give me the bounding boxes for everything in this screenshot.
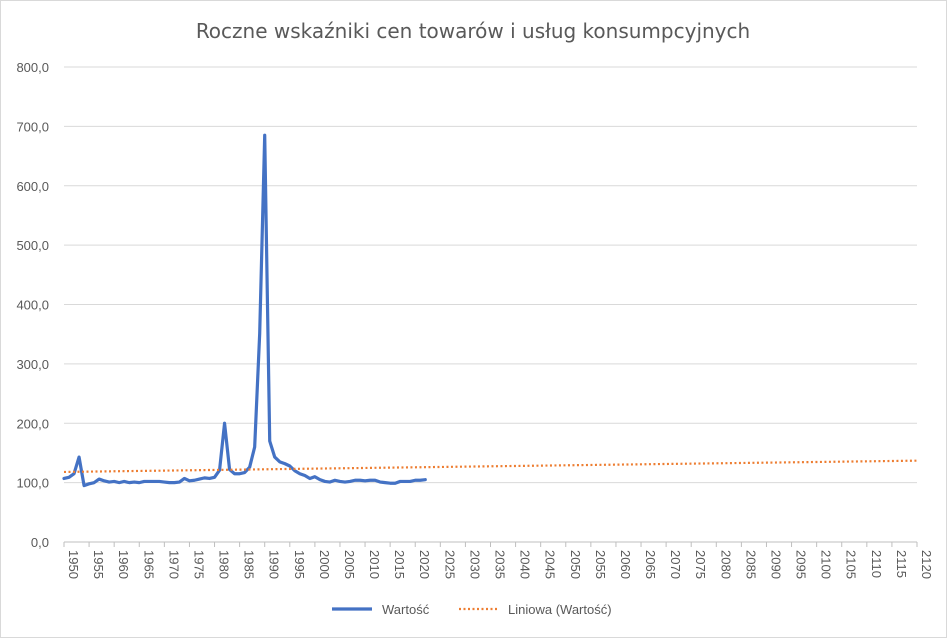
y-tick-label: 0,0 [31, 535, 49, 550]
trendline-linear [63, 459, 918, 474]
x-tick-label: 1990 [267, 550, 282, 579]
x-tick-label: 1985 [242, 550, 257, 579]
x-tick-label: 2015 [392, 550, 407, 579]
x-tick-label: 1975 [191, 550, 206, 579]
legend-label: Liniowa (Wartość) [508, 602, 612, 617]
x-tick-label: 2030 [467, 550, 482, 579]
x-tick-label: 2090 [768, 550, 783, 579]
x-axis-ticks: 1950 1955 1960 1965 1970 1975 1980 1985 1990 1995… [63, 542, 934, 579]
x-tick-label: 2085 [743, 550, 758, 579]
x-tick-label: 2005 [342, 550, 357, 579]
y-tick-label: 300,0 [16, 357, 49, 372]
x-tick-label: 2080 [718, 550, 733, 579]
x-tick-label: 1965 [141, 550, 156, 579]
y-tick-label: 100,0 [16, 476, 49, 491]
x-tick-label: 2105 [844, 550, 859, 579]
x-tick-label: 2050 [568, 550, 583, 579]
x-tick-label: 1955 [91, 550, 106, 579]
y-tick-label: 800,0 [16, 60, 49, 75]
x-tick-label: 2035 [493, 550, 508, 579]
x-tick-label: 2075 [693, 550, 708, 579]
y-tick-label: 700,0 [16, 119, 49, 134]
gridlines [64, 66, 917, 543]
y-tick-label: 400,0 [16, 298, 49, 313]
x-tick-label: 2100 [819, 550, 834, 579]
x-tick-label: 2020 [417, 550, 432, 579]
series-lines [62, 133, 918, 488]
x-tick-label: 2040 [518, 550, 533, 579]
x-tick-label: 2095 [794, 550, 809, 579]
legend-label: Wartość [382, 602, 430, 617]
x-tick-label: 2120 [919, 550, 934, 579]
chart-title: Roczne wskaźniki cen towarów i usług kon… [196, 19, 750, 43]
x-tick-label: 1980 [217, 550, 232, 579]
x-tick-label: 2025 [442, 550, 457, 579]
x-tick-label: 2110 [869, 550, 884, 578]
y-tick-label: 600,0 [16, 179, 49, 194]
x-tick-label: 2070 [668, 550, 683, 579]
x-tick-label: 1950 [66, 550, 81, 579]
x-tick-label: 1960 [116, 550, 131, 579]
x-tick-label: 2065 [643, 550, 658, 579]
x-tick-label: 2000 [317, 550, 332, 579]
x-tick-label: 1970 [166, 550, 181, 579]
x-tick-label: 2115 [894, 550, 909, 578]
x-tick-label: 2010 [367, 550, 382, 579]
series-line-wartosc [62, 133, 427, 488]
y-tick-label: 200,0 [16, 416, 49, 431]
x-tick-label: 2045 [543, 550, 558, 579]
x-tick-label: 1995 [292, 550, 307, 579]
y-tick-label: 500,0 [16, 238, 49, 253]
legend: Wartość Liniowa (Wartość) [332, 602, 612, 617]
x-tick-label: 2055 [593, 550, 608, 579]
y-axis-ticks: 0,0 100,0 200,0 300,0 400,0 500,0 600,0 700,0 80… [16, 60, 49, 550]
x-tick-label: 2060 [618, 550, 633, 579]
